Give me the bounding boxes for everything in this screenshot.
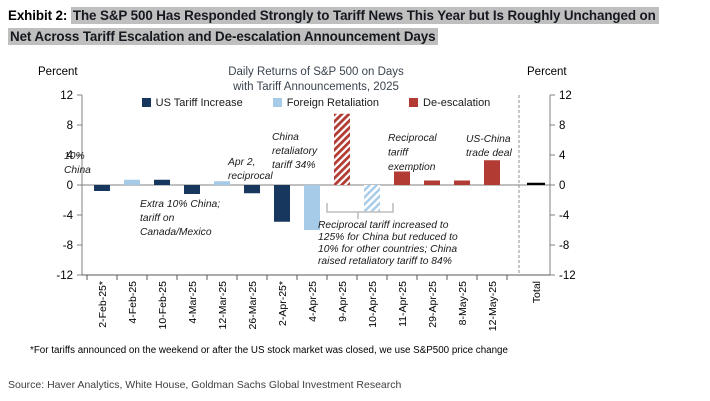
x-label-8-may-25: 8-May-25 [457,281,469,326]
exhibit-label: Exhibit 2: [8,8,68,23]
legend-label: US Tariff Increase [155,96,243,109]
x-labels-group: 2-Feb-25* 4-Feb-25 10-Feb-25 4-Mar-25 12-Mar… [97,281,543,331]
bars-group [94,113,545,230]
ann-extra-10pct: Extra 10% China; [140,199,220,210]
legend-label: Foreign Retaliation [286,96,380,109]
legend-swatch-us [141,98,151,107]
chart-title: Daily Returns of S&P 500 on Days with Ta… [82,65,550,94]
x-label-2-apr-25: 2-Apr-25* [277,281,289,326]
bar-4-mar-25 [184,185,200,194]
x-label-29-apr-25: 29-Apr-25 [427,281,439,328]
ann-china-retaliatory: tariff 34% [272,160,316,171]
x-label-total: Total [531,281,543,303]
ann-extra-10pct: tariff on [140,213,175,224]
ann-apr2-reciprocal: Apr 2, [227,157,255,168]
ann-apr2-reciprocal: reciprocal [228,171,273,182]
chart-title-line2: with Tariff Announcements, 2025 [233,80,399,93]
y-tick-label-left: 12 [60,90,73,102]
x-label-4-apr-25: 4-Apr-25 [307,281,319,322]
ann-us-china-deal: trade deal [466,148,513,159]
y-tick-label-right: 0 [559,180,565,192]
x-label-10-feb-25: 10-Feb-25 [157,281,169,330]
bar-26-mar-25 [244,185,260,194]
y-tick-label-left: -4 [63,210,74,222]
ann-china-retaliatory: China [272,132,299,143]
bar-9-apr-25 [334,113,350,185]
bar-12-may-25 [484,160,500,185]
y-tick-label-right: -4 [559,210,570,222]
y-tick-label-left: -12 [56,270,73,282]
annotations-group: 10% China Extra 10% China; tariff on Canada/… [64,132,513,267]
x-label-11-apr-25: 11-Apr-25 [397,281,409,327]
y-tick-label-left: 4 [67,150,74,162]
y-tick-label-right: -8 [559,240,569,252]
y-axis-label-right: Percent [527,66,567,78]
x-label-12-may-25: 12-May-25 [487,281,499,331]
x-label-2-feb-25: 2-Feb-25* [97,281,109,328]
legend-swatch-foreign [272,98,282,107]
source-line: Source: Haver Analytics, White House, Go… [8,379,402,391]
bar-10-feb-25 [154,179,170,185]
chart-area: Percent Percent Daily Returns of S&P 500… [0,58,710,360]
x-label-4-feb-25: 4-Feb-25 [127,281,139,324]
legend-item-de-escalation: De-escalation [409,97,490,109]
bar-2-feb-25 [94,185,110,191]
legend-swatch-deesc [409,98,419,107]
ann-reciprocal-125: 125% for China but reduced to [318,232,458,243]
y-tick-label-left: 8 [67,120,73,132]
y-tick-label-right: 4 [559,150,566,162]
x-label-26-mar-25: 26-Mar-25 [247,281,259,330]
y-tick-label-left: -8 [63,240,73,252]
exhibit-title: Exhibit 2: The S&P 500 Has Responded Str… [8,6,708,47]
bar-12-mar-25 [214,181,230,185]
x-label-12-mar-25: 12-Mar-25 [217,281,229,330]
bar-10-apr-25 [364,185,380,212]
bar-8-may-25 [454,180,470,185]
x-label-10-apr-25: 10-Apr-25 [367,281,379,328]
exhibit-highlight-line1: The S&P 500 Has Responded Strongly to Ta… [70,7,659,24]
ann-reciprocal-exemption: tariff [388,148,409,159]
exhibit-highlight-line2: Net Across Tariff Escalation and De-esca… [8,27,439,45]
y-tick-label-right: 8 [559,120,565,132]
ann-10pct-china: 10% [64,151,85,162]
bar-total [527,182,545,185]
legend-item-us-tariff-increase: US Tariff Increase [141,96,243,109]
chart-footnote: *For tariffs announced on the weekend or… [30,345,508,356]
ann-reciprocal-exemption: exemption [388,162,436,173]
sp500-tariff-chart: 12 12 8 8 4 4 0 0 -4 -4 -8 -8 -12 -12 2-Feb-25* 4-Feb-2… [56,90,575,331]
ann-reciprocal-125: raised retaliatory tariff to 84% [318,256,452,267]
y-axis-label-left: Percent [38,66,78,78]
chart-title-line1: Daily Returns of S&P 500 on Days [228,66,404,78]
y-tick-label-right: -12 [559,270,576,282]
chart-legend: US Tariff Increase Foreign Retaliation De-… [82,95,550,110]
bar-2-apr-25 [274,185,290,222]
exhibit-title-line2: Net Across Tariff Escalation and De-esca… [8,27,708,47]
bar-11-apr-25 [394,171,410,185]
ann-reciprocal-exemption: Reciprocal [388,133,437,144]
exhibit-title-line1: Exhibit 2: The S&P 500 Has Responded Str… [8,6,708,26]
ann-extra-10pct: Canada/Mexico [140,227,212,238]
ann-china-retaliatory: retaliatory [272,146,318,157]
ann-reciprocal-125: Reciprocal tariff increased to [318,220,449,231]
y-tick-label-right: 12 [559,90,572,102]
legend-label: De-escalation [423,96,491,109]
bar-4-feb-25 [124,179,140,185]
bar-4-apr-25 [304,185,320,230]
bar-29-apr-25 [424,180,440,185]
ann-10pct-china: China [64,165,91,176]
axes-group: 12 12 8 8 4 4 0 0 -4 -4 -8 -8 -12 -12 [56,90,575,282]
y-tick-label-left: 0 [67,180,73,192]
ann-reciprocal-125: 10% for other countries; China [318,244,457,255]
x-label-9-apr-25: 9-Apr-25 [337,281,349,322]
legend-item-foreign-retaliation: Foreign Retaliation [272,96,380,109]
x-label-4-mar-25: 4-Mar-25 [187,281,199,324]
annotation-bracket [326,203,394,219]
ann-us-china-deal: US-China [466,134,511,145]
